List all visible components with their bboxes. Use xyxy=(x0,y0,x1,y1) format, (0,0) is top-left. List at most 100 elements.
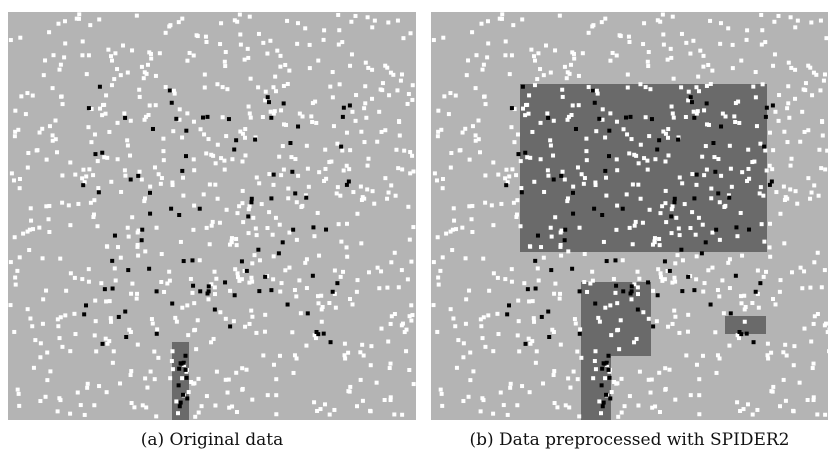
majority-point xyxy=(679,31,684,36)
majority-point xyxy=(514,214,519,219)
majority-point xyxy=(677,330,682,335)
majority-point xyxy=(789,65,794,70)
majority-point xyxy=(292,288,297,293)
majority-point xyxy=(652,240,657,245)
majority-point xyxy=(663,366,668,371)
majority-point xyxy=(824,36,828,41)
majority-point xyxy=(47,30,52,35)
majority-point xyxy=(525,155,530,160)
majority-point xyxy=(363,84,368,89)
majority-point xyxy=(113,51,118,56)
majority-point xyxy=(648,390,653,395)
majority-point xyxy=(793,67,798,72)
majority-point xyxy=(332,268,337,273)
majority-point xyxy=(273,74,278,79)
majority-point xyxy=(690,172,695,177)
majority-point xyxy=(63,41,68,46)
majority-point xyxy=(590,278,595,283)
minority-point xyxy=(177,404,182,409)
majority-point xyxy=(290,330,295,335)
majority-point xyxy=(514,212,519,217)
majority-point xyxy=(400,412,405,417)
majority-point xyxy=(161,158,166,163)
majority-point xyxy=(156,172,161,177)
majority-point xyxy=(235,275,240,280)
majority-point xyxy=(313,336,318,341)
majority-point xyxy=(206,137,211,142)
majority-point xyxy=(85,385,90,390)
majority-point xyxy=(329,159,334,164)
majority-point xyxy=(625,72,630,77)
minority-point xyxy=(590,88,595,93)
majority-point xyxy=(58,62,63,67)
minority-point xyxy=(607,375,612,380)
majority-point xyxy=(515,198,520,203)
majority-point xyxy=(505,412,510,417)
majority-point xyxy=(759,42,764,47)
majority-point xyxy=(759,222,764,227)
majority-point xyxy=(673,261,678,266)
majority-point xyxy=(370,96,375,101)
majority-point xyxy=(667,367,672,372)
majority-point xyxy=(75,390,80,395)
majority-point xyxy=(365,187,370,192)
majority-point xyxy=(765,353,770,358)
majority-point xyxy=(386,190,391,195)
majority-point xyxy=(411,382,416,387)
majority-point xyxy=(44,157,49,162)
majority-point xyxy=(45,378,50,383)
majority-point xyxy=(435,134,440,139)
majority-point xyxy=(436,108,441,113)
minority-point xyxy=(93,152,98,157)
majority-point xyxy=(545,111,550,116)
minority-point xyxy=(110,286,115,291)
majority-point xyxy=(496,332,501,337)
majority-point xyxy=(477,150,482,155)
majority-point xyxy=(116,245,121,250)
minority-point xyxy=(762,144,767,149)
majority-point xyxy=(304,257,309,262)
majority-point xyxy=(29,218,34,223)
majority-point xyxy=(157,51,162,56)
majority-point xyxy=(509,53,514,58)
majority-point xyxy=(271,362,276,367)
majority-point xyxy=(245,46,250,51)
majority-point xyxy=(134,13,139,18)
majority-point xyxy=(758,185,763,190)
majority-point xyxy=(153,103,158,108)
majority-point xyxy=(92,333,97,338)
majority-point xyxy=(369,344,374,349)
majority-point xyxy=(227,405,232,410)
majority-point xyxy=(122,111,127,116)
majority-point xyxy=(668,46,673,51)
majority-point xyxy=(193,414,198,419)
majority-point xyxy=(535,266,540,271)
majority-point xyxy=(461,341,466,346)
majority-point xyxy=(809,339,814,344)
majority-point xyxy=(405,101,410,106)
majority-point xyxy=(129,369,134,374)
majority-point xyxy=(134,296,139,301)
majority-point xyxy=(616,414,621,419)
majority-point xyxy=(103,111,108,116)
majority-point xyxy=(751,84,756,89)
majority-point xyxy=(496,172,501,177)
majority-point xyxy=(736,336,741,341)
majority-point xyxy=(812,314,817,319)
minority-point xyxy=(570,190,575,195)
majority-point xyxy=(68,160,73,165)
majority-point xyxy=(31,365,36,370)
majority-point xyxy=(783,342,788,347)
minority-point xyxy=(249,196,254,201)
minority-point xyxy=(662,259,667,264)
majority-point xyxy=(304,143,309,148)
majority-point xyxy=(86,267,91,272)
majority-point xyxy=(436,129,441,134)
majority-point xyxy=(601,239,606,244)
majority-point xyxy=(771,297,776,302)
majority-point xyxy=(125,225,130,230)
majority-point xyxy=(729,184,734,189)
minority-point xyxy=(344,182,349,187)
majority-point xyxy=(645,158,650,163)
majority-point xyxy=(273,89,278,94)
